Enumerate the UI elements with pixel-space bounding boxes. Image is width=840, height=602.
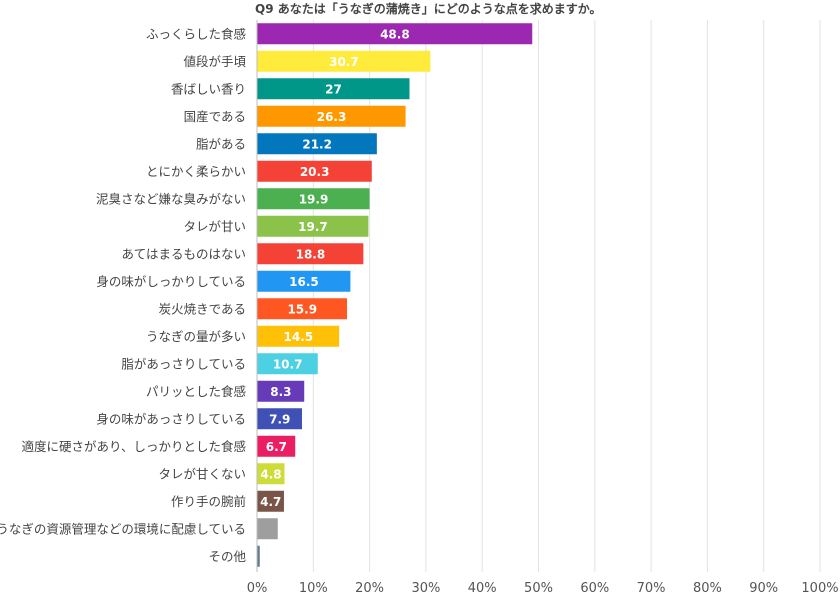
bar [257,270,351,292]
category-label: 脂があっさりしている [121,356,246,371]
category-label: パリッとした食感 [146,384,246,399]
data-label: 27 [325,82,342,96]
bar [257,353,318,375]
data-label: 48.8 [380,27,410,41]
bar [257,518,278,540]
bar [257,463,285,485]
category-label: ふっくらした食感 [146,26,246,41]
category-label: 炭火焼きである [159,301,246,316]
category-label: 適度に硬さがあり、しっかりとした食感 [21,439,246,454]
data-label: 10.7 [273,357,303,371]
bar [257,105,406,127]
x-axis-tick-labels: 0% 10% 20% 30% 40% 50% 60% 70% 80% 90% 100% [247,581,839,596]
data-label: 30.7 [329,55,359,69]
bar [257,160,372,182]
bar [257,133,377,155]
category-label: 国産である [184,109,246,124]
x-tick-label: 20% [355,581,384,596]
data-label: 19.7 [298,220,328,234]
x-tick-label: 40% [468,581,497,596]
bar [257,490,284,512]
bar [257,50,431,72]
bar [257,298,348,320]
bar [257,435,296,457]
category-label: うなぎの資源管理などの環境に配慮している [0,521,246,536]
bar [257,325,340,347]
x-tick-label: 0% [247,581,268,596]
bar [257,188,370,210]
x-tick-label: 30% [411,581,440,596]
data-label: 21.2 [302,137,332,151]
category-label: 値段が手頃 [183,54,246,69]
x-tick-label: 80% [693,581,722,596]
category-label: タレが甘くない [158,466,246,481]
bar [257,23,533,45]
bar [257,545,260,567]
category-label: 香ばしい香り [171,81,246,96]
data-label: 18.8 [296,247,326,261]
category-label: 身の味があっさりしている [96,411,246,426]
category-label: 泥臭さなど嫌な臭みがない [96,191,246,206]
data-label: 8.3 [270,385,291,399]
data-label: 4.7 [260,495,281,509]
data-label: 19.9 [299,192,329,206]
data-label: 4.8 [260,467,281,481]
category-label: とにかく柔らかい [146,164,246,179]
x-tick-label: 70% [637,581,666,596]
category-label: タレが甘い [183,219,246,234]
bar [257,380,305,402]
category-label: 身の味がしっかりしている [96,274,246,289]
x-tick-label: 60% [580,581,609,596]
bar [257,215,369,237]
category-label: 作り手の腕前 [171,494,246,509]
data-label: 20.3 [300,165,330,179]
category-label: あてはまるものはない [121,246,246,261]
x-tick-label: 10% [299,581,328,596]
data-label: 7.9 [269,412,290,426]
data-label: 14.5 [284,330,314,344]
category-label: 脂がある [196,136,246,151]
bar [257,408,302,430]
category-label: うなぎの量が多い [146,329,246,344]
data-label: 26.3 [317,110,347,124]
bar [257,243,364,265]
data-label: 16.5 [289,275,319,289]
category-labels: ふっくらした食感値段が手頃香ばしい香り国産である脂があるとにかく柔らかい泥臭さな… [0,26,246,564]
x-tick-label: 50% [524,581,553,596]
grid-lines [256,20,821,572]
bar-series: 48.8 30.7 27 26.3 21.2 20.3 19.9 19.7 18.8 16.5 15… [257,23,533,567]
x-tick-label: 90% [749,581,778,596]
x-tick-label: 100% [801,581,838,596]
category-label: その他 [208,549,246,564]
data-label: 6.7 [266,440,287,454]
chart-title: Q9 あなたは「うなぎの蒲焼き」にどのような点を求めますか。 [255,1,602,16]
data-label: 15.9 [287,302,317,316]
bar [257,78,410,100]
